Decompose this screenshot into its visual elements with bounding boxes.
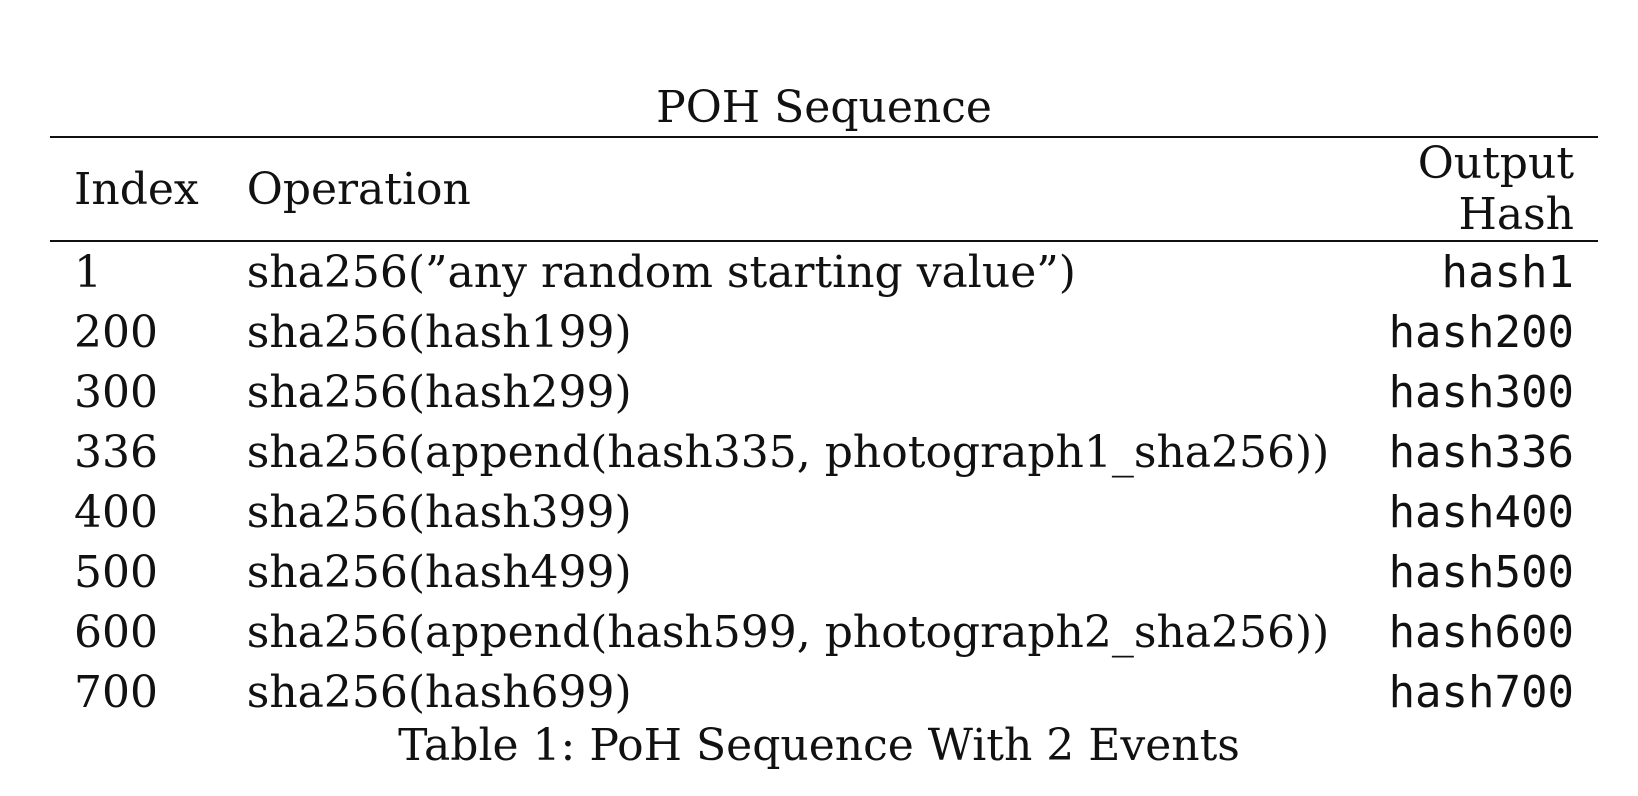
cell-output-hash: hash336: [1388, 426, 1574, 478]
cell-index: 400: [74, 486, 158, 538]
table-row: 400 sha256(hash399) hash400: [50, 482, 1598, 542]
cell-index: 700: [74, 666, 158, 718]
cell-output-hash: hash200: [1388, 306, 1574, 358]
cell-output-hash: hash400: [1388, 486, 1574, 538]
table-caption: Table 1: PoH Sequence With 2 Events: [398, 720, 1240, 771]
table-row: 200 sha256(hash199) hash200: [50, 302, 1598, 362]
table-title: POH Sequence: [656, 82, 992, 133]
poh-table-container: POH Sequence Index Operation Output Hash…: [50, 80, 1598, 722]
table-row: 700 sha256(hash699) hash700: [50, 662, 1598, 722]
cell-operation: sha256(append(hash335, photograph1_sha25…: [246, 426, 1330, 478]
cell-index: 300: [74, 366, 158, 418]
cell-operation: sha256(hash699): [246, 666, 632, 718]
cell-operation: sha256(hash499): [246, 546, 632, 598]
cell-output-hash: hash300: [1388, 366, 1574, 418]
cell-operation: sha256(append(hash599, photograph2_sha25…: [246, 606, 1330, 658]
table-row: 1 sha256(”any random starting value”) ha…: [50, 241, 1598, 302]
cell-index: 336: [74, 426, 158, 478]
cell-output-hash: hash600: [1388, 606, 1574, 658]
header-index: Index: [50, 137, 223, 242]
cell-index: 600: [74, 606, 158, 658]
table-row: 600 sha256(append(hash599, photograph2_s…: [50, 602, 1598, 662]
cell-operation: sha256(hash299): [246, 366, 632, 418]
cell-output-hash: hash1: [1441, 246, 1574, 298]
table-row: 500 sha256(hash499) hash500: [50, 542, 1598, 602]
table-row: 336 sha256(append(hash335, photograph1_s…: [50, 422, 1598, 482]
cell-index: 1: [74, 246, 102, 298]
cell-index: 200: [74, 306, 158, 358]
table-row: 300 sha256(hash299) hash300: [50, 362, 1598, 422]
table-header-row: Index Operation Output Hash: [50, 137, 1598, 242]
cell-operation: sha256(hash199): [246, 306, 632, 358]
cell-operation: sha256(hash399): [246, 486, 632, 538]
cell-index: 500: [74, 546, 158, 598]
header-operation: Operation: [222, 137, 1354, 242]
poh-sequence-table: Index Operation Output Hash 1 sha256(”an…: [50, 136, 1598, 722]
header-output-hash: Output Hash: [1353, 137, 1598, 242]
cell-output-hash: hash500: [1388, 546, 1574, 598]
cell-output-hash: hash700: [1388, 666, 1574, 718]
cell-operation: sha256(”any random starting value”): [246, 246, 1076, 298]
